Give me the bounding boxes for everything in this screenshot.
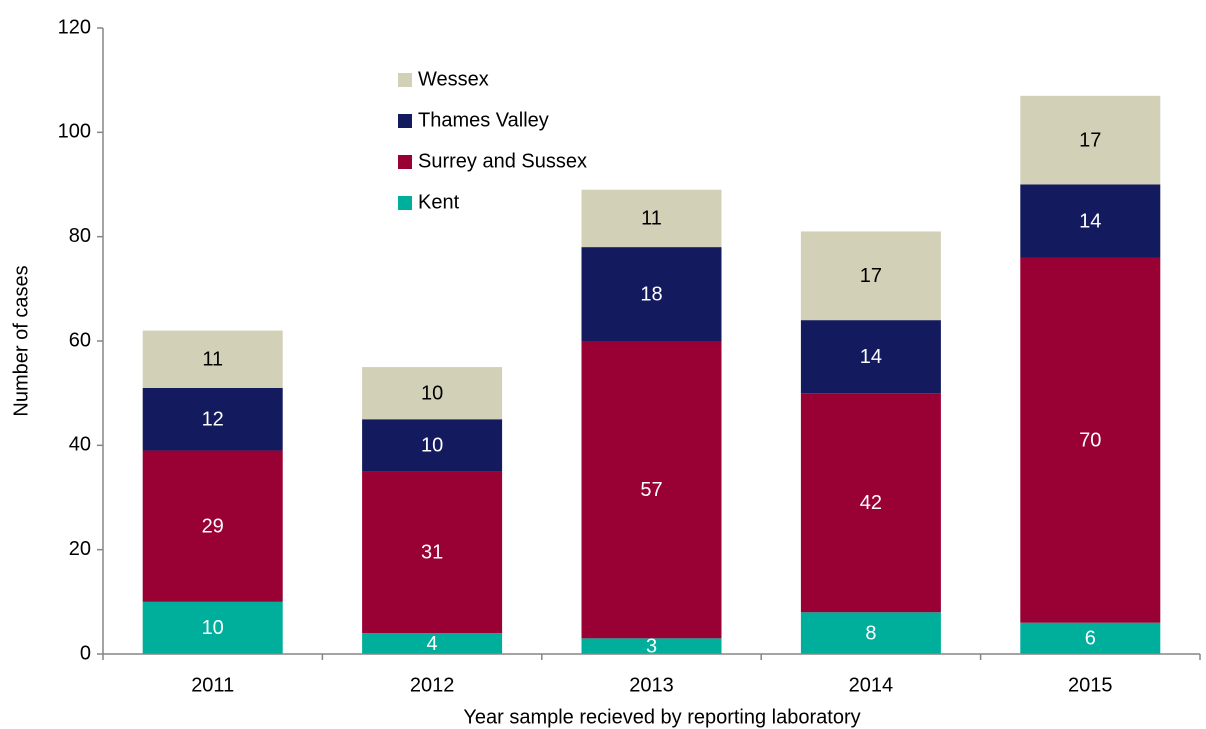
- bar-segment: [142, 601, 283, 654]
- data-label: 10: [421, 382, 443, 404]
- bar-segment: [1020, 184, 1161, 258]
- data-label: 8: [865, 622, 876, 644]
- bar-segment: [800, 231, 941, 321]
- x-tick-label: 2013: [629, 674, 674, 696]
- y-tick-label: 60: [69, 329, 91, 351]
- bar-segment: [581, 341, 722, 639]
- data-label: 12: [202, 409, 224, 431]
- bar-segment: [362, 471, 503, 634]
- y-tick-label: 0: [80, 642, 91, 664]
- bar-segment: [362, 367, 503, 420]
- x-axis-label: Year sample recieved by reporting labora…: [463, 706, 860, 728]
- legend-label: Surrey and Sussex: [418, 150, 587, 172]
- data-label: 29: [202, 515, 224, 537]
- x-tick-label: 2015: [1068, 674, 1113, 696]
- y-tick-label: 120: [58, 16, 91, 38]
- y-tick-label: 80: [69, 225, 91, 247]
- x-tick-label: 2011: [191, 674, 234, 696]
- legend-swatch: [398, 73, 412, 87]
- bar-segment: [362, 419, 503, 472]
- bar-segment: [1020, 95, 1161, 185]
- data-label: 11: [641, 208, 662, 230]
- data-label: 6: [1085, 628, 1096, 650]
- bar-segment: [581, 247, 722, 341]
- data-label: 18: [640, 283, 662, 305]
- bar-segment: [142, 330, 283, 388]
- legend-swatch: [398, 155, 412, 169]
- bar-segment: [800, 393, 941, 613]
- bar-segment: [142, 450, 283, 602]
- bar-segment: [800, 320, 941, 394]
- bar-segment: [581, 638, 722, 654]
- y-tick-label: 20: [69, 538, 91, 560]
- bar-segment: [1020, 257, 1161, 623]
- legend-label: Wessex: [418, 68, 489, 90]
- x-tick-label: 2014: [849, 674, 894, 696]
- data-label: 11: [202, 349, 223, 371]
- legend-label: Kent: [418, 191, 460, 213]
- data-label: 31: [421, 542, 443, 564]
- x-tick-label: 2012: [410, 674, 455, 696]
- y-tick-label: 100: [58, 121, 91, 143]
- data-label: 4: [427, 633, 438, 655]
- y-tick-label: 40: [69, 434, 91, 456]
- y-axis-label: Number of cases: [10, 265, 32, 416]
- data-label: 3: [646, 635, 657, 657]
- data-label: 17: [860, 265, 882, 287]
- data-label: 57: [640, 479, 662, 501]
- bar-segment: [142, 387, 283, 451]
- bar-segment: [800, 612, 941, 654]
- data-label: 14: [860, 346, 882, 368]
- bar-segment: [581, 189, 722, 248]
- data-label: 70: [1079, 429, 1101, 451]
- data-label: 14: [1079, 210, 1101, 232]
- bar-segment: [1020, 622, 1161, 654]
- data-label: 42: [860, 492, 882, 514]
- legend-swatch: [398, 114, 412, 128]
- data-label: 10: [202, 617, 224, 639]
- data-label: 10: [421, 435, 443, 457]
- legend-label: Thames Valley: [418, 109, 549, 131]
- bar-segment: [362, 633, 503, 654]
- data-label: 17: [1079, 129, 1101, 151]
- legend-swatch: [398, 196, 412, 210]
